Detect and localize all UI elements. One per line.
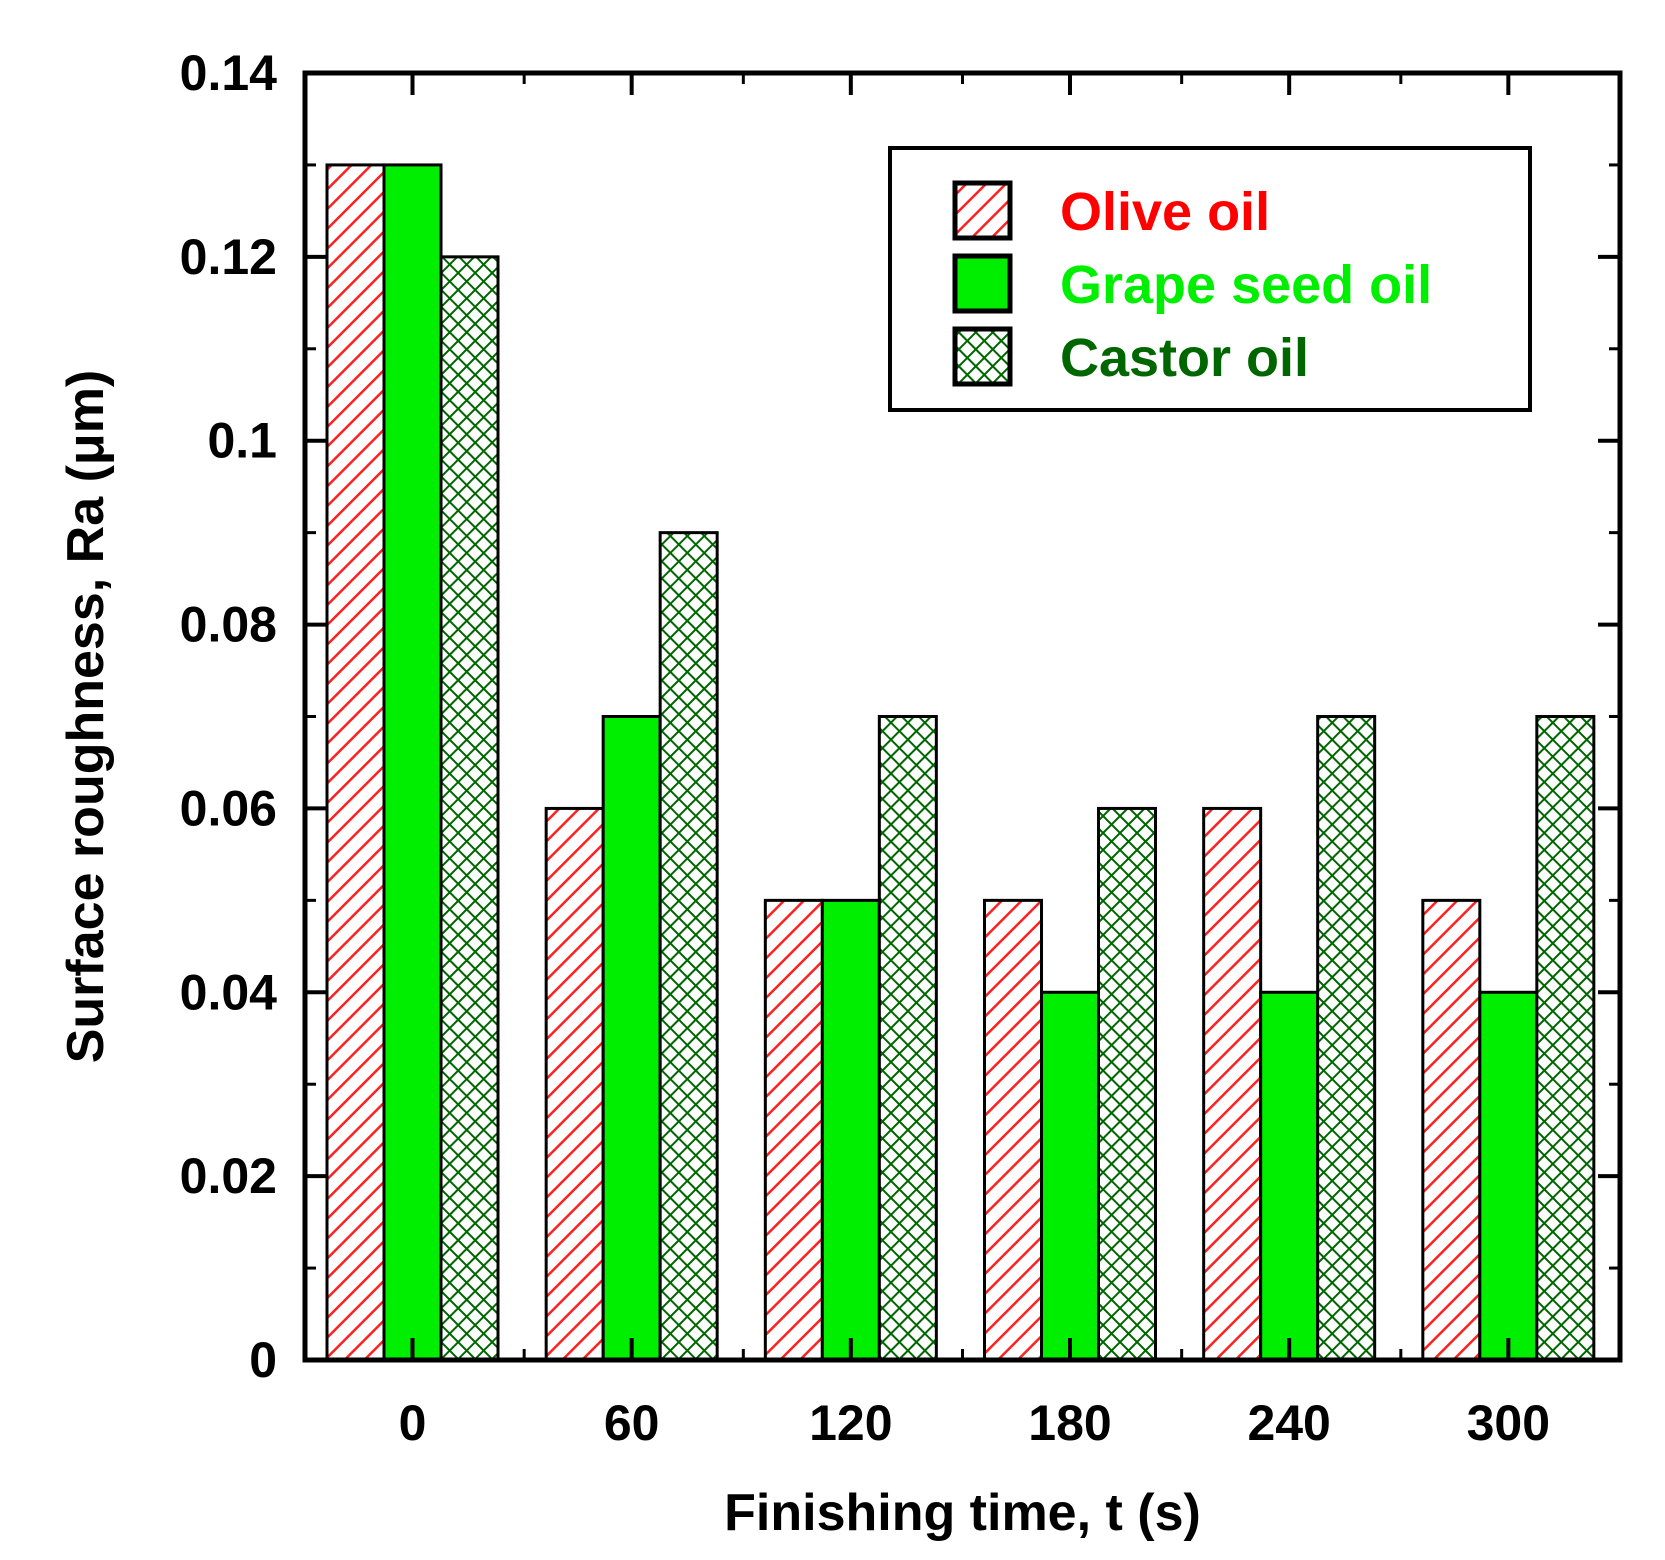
x-tick-labels: 0 60 120 180 240 300 (399, 1395, 1550, 1451)
x-tick-label: 240 (1247, 1395, 1330, 1451)
y-tick-label: 0.12 (180, 229, 277, 285)
x-tick-label: 0 (399, 1395, 427, 1451)
y-tick-label: 0.14 (180, 45, 278, 101)
bar-olive-oil-120 (763, 898, 824, 1362)
legend-swatch-castor-oil (952, 326, 1013, 387)
bar-castor-oil-120 (877, 715, 938, 1362)
bars-layer (325, 163, 1596, 1362)
bar-olive-oil-180 (983, 898, 1043, 1362)
y-tick-label: 0.08 (180, 597, 277, 653)
legend: Olive oil Grape seed oil Castor oil (888, 146, 1532, 412)
bar-castor-oil-60 (658, 531, 719, 1362)
legend-label-grape-seed-oil: Grape seed oil (1060, 255, 1432, 315)
x-tick-label: 120 (809, 1395, 892, 1451)
y-tick-label: 0 (249, 1332, 277, 1388)
x-tick-label: 60 (604, 1395, 660, 1451)
bar-grape-seed-oil-0 (382, 163, 443, 1362)
bar-grape-seed-oil-60 (601, 715, 662, 1362)
bar-olive-oil-240 (1202, 806, 1263, 1362)
x-tick-label: 300 (1467, 1395, 1550, 1451)
y-tick-label: 0.02 (180, 1148, 277, 1204)
y-axis-title: Surface roughness, Ra (μm) (57, 370, 115, 1064)
ticks-layer (305, 71, 1620, 1362)
bar-olive-oil-0 (325, 163, 386, 1362)
y-tick-label: 0.06 (180, 780, 277, 836)
legend-swatch-grape-seed-oil (952, 253, 1013, 314)
x-tick-label: 180 (1028, 1395, 1111, 1451)
legend-label-castor-oil: Castor oil (1060, 328, 1309, 388)
bar-castor-oil-180 (1097, 806, 1157, 1362)
legend-label-olive-oil: Olive oil (1060, 182, 1270, 242)
bar-grape-seed-oil-300 (1478, 990, 1539, 1362)
bar-grape-seed-oil-180 (1040, 990, 1100, 1362)
bar-castor-oil-300 (1535, 715, 1596, 1362)
y-tick-label: 0.1 (207, 413, 277, 469)
bar-olive-oil-60 (544, 806, 605, 1362)
x-axis-title: Finishing time, t (s) (724, 1484, 1201, 1542)
bar-grape-seed-oil-120 (820, 898, 881, 1362)
y-tick-labels: 0 0.02 0.04 0.06 0.08 0.1 0.12 0.14 (180, 45, 278, 1388)
legend-swatch-olive-oil (952, 180, 1013, 241)
bar-castor-oil-240 (1316, 715, 1377, 1362)
bar-castor-oil-0 (439, 255, 500, 1362)
bar-olive-oil-300 (1421, 898, 1482, 1362)
y-tick-label: 0.04 (180, 964, 278, 1020)
bar-grape-seed-oil-240 (1259, 990, 1320, 1362)
